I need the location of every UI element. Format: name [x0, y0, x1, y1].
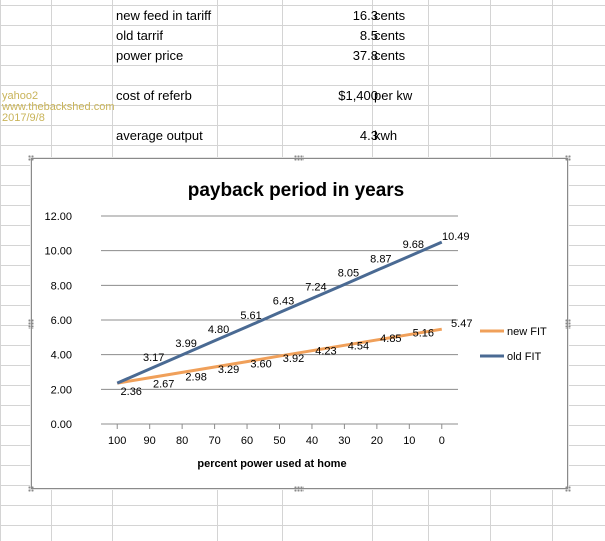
- cell-value-feed-in-tariff[interactable]: 16.3: [352, 8, 378, 23]
- data-label: 3.92: [283, 353, 304, 365]
- data-label: 2.98: [185, 371, 206, 383]
- x-tick-label: 80: [176, 435, 188, 447]
- data-label: 3.60: [250, 359, 271, 371]
- resize-handle-top[interactable]: [294, 155, 304, 161]
- data-label: 2.67: [153, 379, 174, 391]
- watermark-user: yahoo2: [2, 90, 39, 102]
- data-label: 9.68: [403, 239, 424, 251]
- resize-handle-bottom[interactable]: [294, 486, 304, 492]
- chart-title: payback period in years: [188, 180, 405, 201]
- x-tick-label: 70: [208, 435, 220, 447]
- y-tick-label: 10.00: [44, 246, 72, 258]
- cell-unit-old-tariff[interactable]: cents: [374, 28, 406, 43]
- x-tick-label: 20: [371, 435, 383, 447]
- cell-label-old-tariff[interactable]: old tarrif: [116, 28, 163, 43]
- resize-handle-bottom-left[interactable]: [28, 486, 34, 492]
- x-tick-label: 30: [338, 435, 350, 447]
- resize-handle-left[interactable]: [28, 319, 34, 329]
- data-label: 5.61: [240, 310, 261, 322]
- x-tick-label: 90: [144, 435, 156, 447]
- y-tick-label: 8.00: [51, 280, 72, 292]
- chart-object[interactable]: payback period in years 0.00 2.00 4.00 6.00 8…: [28, 155, 571, 492]
- cell-value-power-price[interactable]: 37.8: [352, 48, 378, 63]
- cell-value-average-output[interactable]: 4.3: [359, 128, 378, 143]
- payback-chart: payback period in years 0.00 2.00 4.00 6.00 8…: [44, 180, 547, 470]
- cell-unit-feed-in-tariff[interactable]: cents: [374, 8, 406, 23]
- watermark: yahoo2 www.thebackshed.com 2017/9/8: [2, 91, 115, 124]
- data-label: 4.23: [315, 346, 336, 358]
- cell-label-cost-of-referb[interactable]: cost of referb: [116, 88, 192, 103]
- cell-unit-average-output[interactable]: kwh: [374, 128, 398, 143]
- cell-value-cost-of-referb[interactable]: $1,400: [338, 88, 378, 103]
- cell-unit-power-price[interactable]: cents: [374, 48, 406, 63]
- x-tick-label: 50: [273, 435, 285, 447]
- x-tick-label: 10: [403, 435, 415, 447]
- data-label: 7.24: [305, 282, 326, 294]
- series-line-old-fit: [116, 240, 443, 385]
- y-tick-label: 6.00: [51, 315, 72, 327]
- cell-unit-cost-of-referb[interactable]: per kw: [374, 88, 413, 103]
- data-label: 5.47: [451, 318, 472, 330]
- x-tick-label: 40: [306, 435, 318, 447]
- resize-handle-top-left[interactable]: [28, 155, 34, 161]
- data-label: 6.43: [273, 296, 294, 308]
- y-tick-label: 4.00: [51, 350, 72, 362]
- x-tick-label: 60: [241, 435, 253, 447]
- resize-handle-bottom-right[interactable]: [565, 486, 571, 492]
- data-label: 5.16: [413, 328, 434, 340]
- y-tick-label: 0.00: [51, 419, 72, 431]
- data-label: 4.80: [208, 324, 229, 336]
- watermark-date: 2017/9/8: [2, 112, 45, 124]
- series-line-new-fit: [116, 327, 443, 385]
- cell-value-old-tariff[interactable]: 8.5: [359, 28, 378, 43]
- y-tick-label: 2.00: [51, 384, 72, 396]
- data-label: 3.17: [143, 352, 164, 364]
- x-axis-title: percent power used at home: [197, 458, 346, 470]
- data-label: 3.99: [175, 338, 196, 350]
- legend-label: new FIT: [507, 326, 547, 338]
- data-label: 2.36: [121, 386, 142, 398]
- watermark-site: www.thebackshed.com: [2, 101, 115, 113]
- cell-label-feed-in-tariff[interactable]: new feed in tariff: [116, 8, 212, 23]
- data-label: 8.87: [370, 253, 391, 265]
- legend-label: old FIT: [507, 351, 542, 363]
- data-label: 3.29: [218, 364, 239, 376]
- cell-label-average-output[interactable]: average output: [116, 128, 203, 143]
- data-label: 4.54: [348, 340, 369, 352]
- cell-label-power-price[interactable]: power price: [116, 48, 184, 63]
- x-tick-label: 100: [108, 435, 126, 447]
- data-label: 4.85: [380, 333, 401, 345]
- resize-handle-top-right[interactable]: [565, 155, 571, 161]
- data-label: 8.05: [338, 267, 359, 279]
- x-tick-label: 0: [439, 435, 445, 447]
- y-tick-label: 12.00: [44, 211, 72, 223]
- data-label: 10.49: [442, 231, 470, 243]
- resize-handle-right[interactable]: [565, 319, 571, 329]
